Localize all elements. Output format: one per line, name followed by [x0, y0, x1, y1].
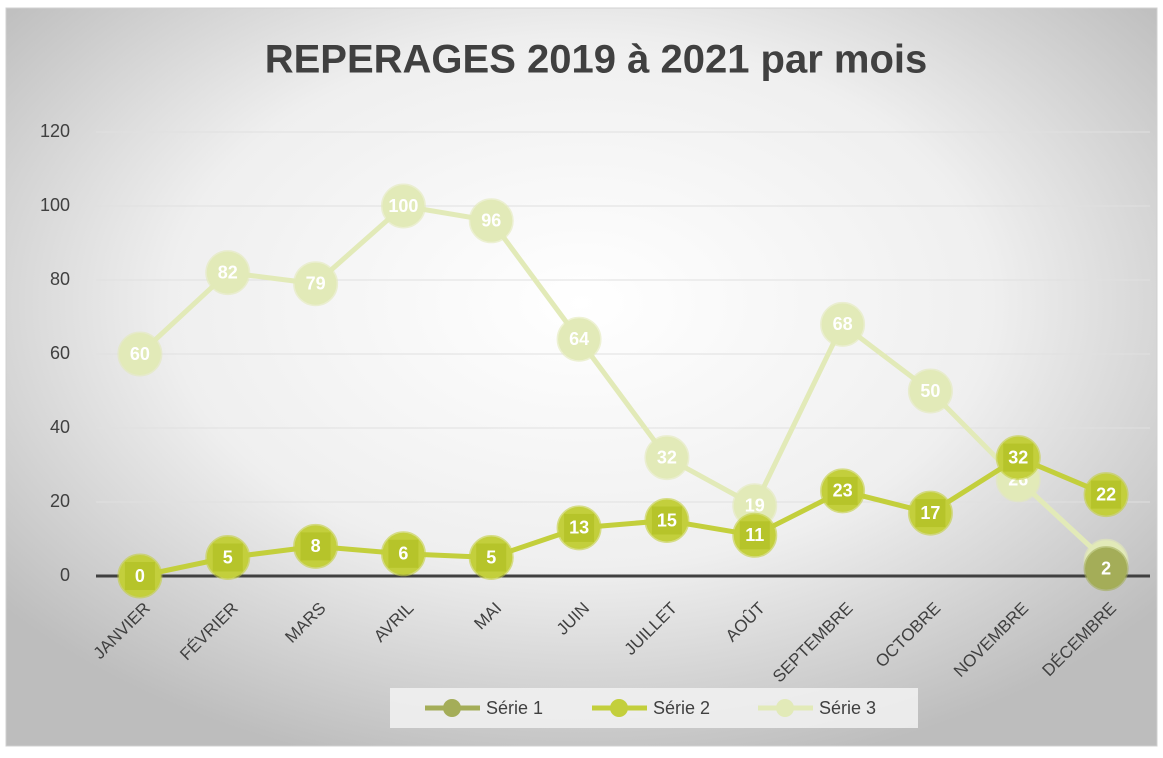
data-label-box — [915, 499, 946, 528]
marker — [1083, 546, 1129, 592]
y-tick-label: 120 — [40, 121, 70, 141]
data-label-box — [212, 543, 243, 572]
marker — [468, 198, 514, 244]
data-label: 100 — [388, 196, 418, 216]
data-label: 60 — [130, 344, 150, 364]
marker — [205, 250, 251, 296]
data-label: 22 — [1096, 484, 1116, 504]
data-label-box — [651, 506, 682, 535]
data-label-box — [1003, 443, 1034, 472]
data-label: 50 — [920, 381, 940, 401]
data-label: 32 — [657, 447, 677, 467]
y-tick-label: 60 — [50, 343, 70, 363]
marker — [556, 316, 602, 362]
data-label: 5 — [223, 547, 233, 567]
data-label-box — [300, 532, 331, 561]
data-label: 17 — [920, 503, 940, 523]
y-tick-label: 80 — [50, 269, 70, 289]
legend-marker — [610, 699, 628, 717]
data-label-box — [1091, 480, 1122, 509]
data-label-box — [476, 543, 507, 572]
data-label: 23 — [833, 481, 853, 501]
data-label-box — [564, 513, 595, 542]
legend-label: Série 2 — [653, 698, 710, 718]
legend-marker — [776, 699, 794, 717]
data-label-box — [124, 562, 155, 590]
chart-background — [5, 7, 1158, 747]
data-label: 6 — [398, 544, 408, 564]
data-label: 15 — [657, 510, 677, 530]
legend-label: Série 3 — [819, 698, 876, 718]
y-tick-label: 40 — [50, 417, 70, 437]
data-label: 0 — [135, 566, 145, 586]
data-label: 5 — [486, 547, 496, 567]
data-label-box — [827, 476, 858, 505]
y-tick-label: 0 — [60, 565, 70, 585]
y-tick-label: 20 — [50, 491, 70, 511]
data-label: 8 — [311, 536, 321, 556]
data-label: 68 — [833, 314, 853, 334]
data-label: 2 — [1101, 558, 1111, 578]
legend-label: Série 1 — [486, 698, 543, 718]
data-label: 32 — [1008, 447, 1028, 467]
data-label: 11 — [745, 525, 764, 545]
data-label: 96 — [481, 211, 501, 231]
data-label-box — [388, 539, 419, 568]
data-label-box — [739, 521, 770, 550]
data-label: 19 — [745, 495, 765, 515]
y-tick-label: 100 — [40, 195, 70, 215]
legend-marker — [443, 699, 461, 717]
marker — [820, 301, 866, 347]
data-label: 13 — [569, 518, 589, 538]
marker — [380, 183, 426, 229]
marker — [117, 331, 163, 377]
marker — [293, 261, 339, 307]
data-label: 79 — [306, 273, 326, 293]
marker — [907, 368, 953, 414]
data-label: 64 — [569, 329, 589, 349]
marker — [644, 435, 690, 481]
chart-title: REPERAGES 2019 à 2021 par mois — [265, 38, 928, 82]
data-label: 82 — [218, 262, 238, 282]
